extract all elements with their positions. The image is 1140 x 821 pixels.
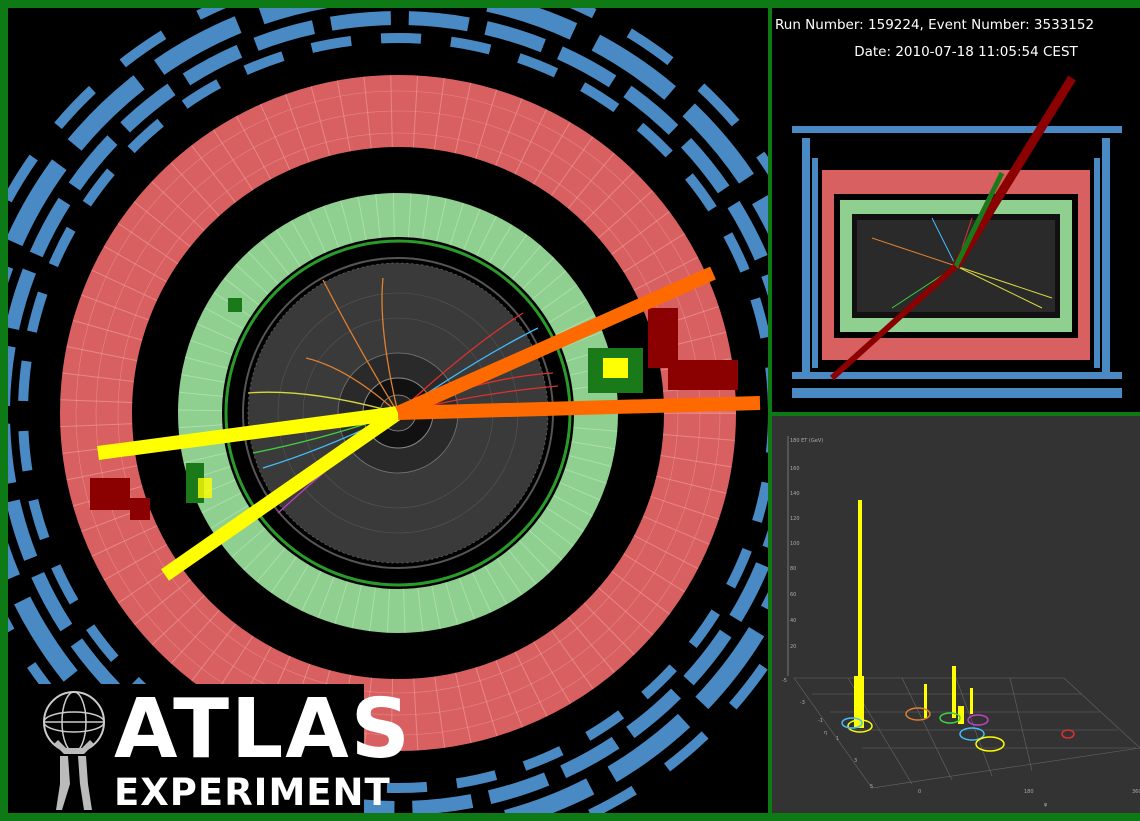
z-tick: 60 [790,592,796,598]
date-label: Date: 2010-07-18 11:05:54 CEST [854,44,1078,60]
muon-chambers [8,8,768,813]
eta-tick: -1 [818,718,823,724]
z-tick: 100 [790,541,800,547]
energy-deposits [90,298,738,520]
jets [97,266,761,581]
atlas-figure-icon [43,691,105,810]
z-tick: 160 [790,466,800,472]
eta-tick: -3 [800,700,805,706]
side-muon-chambers [792,126,1122,398]
eta-axis-label: η [824,730,827,736]
side-view-graphic [792,75,1122,398]
z-axis-label: 180 ET (GeV) [790,438,823,444]
eta-tick: -5 [782,678,787,684]
z-tick: 120 [790,516,800,522]
lego-grid [793,677,1140,789]
phi-tick: 360 [1132,789,1140,795]
eta-tick: 5 [870,784,873,790]
phi-axis-label: φ [1044,802,1048,808]
side-jet-up [952,75,1076,269]
atlas-experiment-logo: ATLAS EXPERIMENT [30,684,410,813]
experiment-wordmark: EXPERIMENT [114,771,391,814]
energy-towers [854,500,973,728]
lego-plot-panel: 180 ET (GeV) 160 140 120 100 80 60 40 20… [772,416,1140,813]
z-tick: 20 [790,644,796,650]
side-jet-down [829,263,959,381]
run-event-label: Run Number: 159224, Event Number: 353315… [775,17,1095,33]
eta-tick: 3 [854,758,857,764]
jet-cones [841,707,1075,752]
z-tick: 40 [790,618,796,624]
eta-tick: 1 [836,736,839,742]
phi-tick: 180 [1024,789,1034,795]
phi-tick: 0 [918,789,921,795]
side-view-panel: Run Number: 159224, Event Number: 353315… [772,8,1140,412]
lego-plot-graphic: 180 ET (GeV) 160 140 120 100 80 60 40 20… [782,436,1140,808]
z-tick: 140 [790,491,800,497]
end-on-view-panel: ATLAS EXPERIMENT [8,8,768,813]
end-on-view-graphic [8,8,768,813]
atlas-wordmark: ATLAS [114,682,412,777]
z-tick: 80 [790,566,796,572]
